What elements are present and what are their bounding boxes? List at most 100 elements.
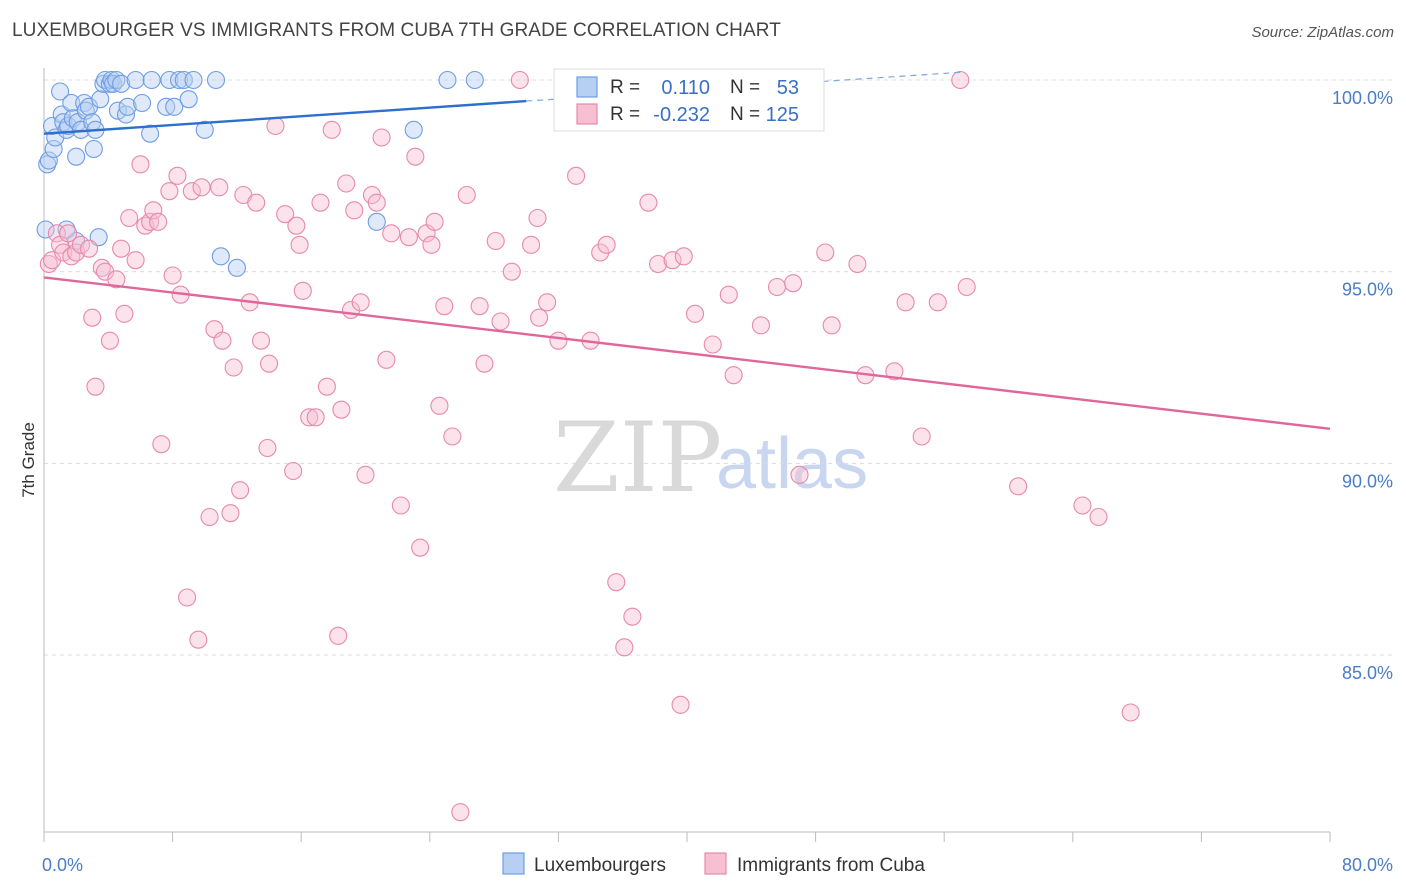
trend-lines xyxy=(43,71,1331,431)
point-cuba xyxy=(502,262,521,281)
y-tick-label: 100.0% xyxy=(1332,88,1393,108)
y-axis-label: 7th Grade xyxy=(19,422,38,498)
axes xyxy=(43,68,1331,842)
point-cuba xyxy=(149,212,168,231)
y-tick-labels: 100.0% 95.0% 90.0% 85.0% xyxy=(1332,88,1393,683)
point-cuba xyxy=(86,377,105,396)
point-cuba xyxy=(200,507,219,527)
point-cuba xyxy=(160,182,179,201)
point-luxembourgers xyxy=(142,70,161,90)
point-cuba xyxy=(671,695,690,714)
point-cuba xyxy=(422,235,441,254)
watermark-atlas: atlas xyxy=(716,424,868,504)
point-luxembourgers xyxy=(160,70,179,90)
point-luxembourgers xyxy=(206,70,226,90)
point-luxembourgers xyxy=(169,70,189,90)
point-cuba xyxy=(538,293,557,312)
point-cuba xyxy=(231,481,250,500)
stats-legend-box xyxy=(553,68,825,132)
point-luxembourgers xyxy=(184,70,203,90)
point-cuba xyxy=(457,185,476,205)
point-cuba xyxy=(79,239,99,258)
point-cuba xyxy=(293,281,312,300)
point-cuba xyxy=(59,224,78,243)
point-luxembourgers xyxy=(39,151,58,170)
r-value-1: -0.232 xyxy=(653,104,710,126)
series-immigrants-from-cuba xyxy=(39,70,1140,822)
point-cuba xyxy=(210,178,229,197)
point-cuba xyxy=(475,354,494,373)
stats-legend: R = 0.110 N = 53 R = -0.232 N = 125 xyxy=(553,68,825,132)
point-cuba xyxy=(317,377,336,396)
stats-swatch-luxembourgers xyxy=(576,76,598,98)
point-cuba xyxy=(1121,703,1140,722)
point-cuba xyxy=(451,803,470,822)
point-cuba xyxy=(767,277,787,297)
point-cuba xyxy=(221,504,240,523)
point-luxembourgers xyxy=(133,93,152,113)
point-cuba xyxy=(674,247,693,266)
point-cuba xyxy=(597,235,616,254)
point-cuba xyxy=(816,243,835,262)
watermark-zip: ZIP xyxy=(553,402,722,514)
point-cuba xyxy=(382,224,401,243)
point-cuba xyxy=(83,308,102,327)
point-luxembourgers xyxy=(211,247,230,266)
trend-line-cuba xyxy=(43,276,1331,431)
point-cuba xyxy=(470,297,489,316)
point-luxembourgers xyxy=(141,124,160,143)
point-cuba xyxy=(391,496,410,515)
x-tick-labels: 0.0% 80.0% xyxy=(42,855,1393,875)
point-cuba xyxy=(300,408,319,427)
point-cuba xyxy=(329,626,348,645)
point-cuba xyxy=(896,293,915,312)
point-luxembourgers xyxy=(36,220,55,239)
legend-swatch-cuba xyxy=(704,852,727,875)
point-cuba xyxy=(848,254,867,274)
stats-swatch-cuba xyxy=(576,103,598,125)
point-cuba xyxy=(290,235,309,254)
point-cuba xyxy=(443,427,462,446)
source-label: Source: ZipAtlas.com xyxy=(1251,24,1394,41)
point-cuba xyxy=(178,588,197,607)
point-cuba xyxy=(522,235,541,254)
point-cuba xyxy=(372,128,391,147)
point-luxembourgers xyxy=(367,212,386,231)
point-cuba xyxy=(311,193,330,212)
bottom-legend: Luxembourgers Immigrants from Cuba xyxy=(502,852,925,876)
point-cuba xyxy=(224,358,243,377)
x-tick-label: 80.0% xyxy=(1342,855,1393,875)
point-luxembourgers xyxy=(227,258,246,277)
n-value-0: 53 xyxy=(777,77,799,99)
point-luxembourgers xyxy=(51,82,70,101)
point-cuba xyxy=(131,155,150,174)
point-cuba xyxy=(306,408,325,427)
point-cuba xyxy=(549,331,568,350)
point-cuba xyxy=(1009,477,1028,496)
n-value-1: 125 xyxy=(766,104,799,126)
point-cuba xyxy=(885,362,904,381)
point-cuba xyxy=(213,331,232,350)
point-cuba xyxy=(411,538,430,557)
point-cuba xyxy=(168,166,187,185)
point-cuba xyxy=(435,297,454,316)
point-cuba xyxy=(247,193,266,212)
trend-line-luxembourgers xyxy=(43,99,527,135)
point-cuba xyxy=(259,354,279,373)
point-cuba xyxy=(115,304,134,323)
point-luxembourgers xyxy=(67,147,86,166)
point-cuba xyxy=(182,182,201,201)
y-tick-label: 90.0% xyxy=(1342,471,1393,491)
y-tick-label: 95.0% xyxy=(1342,280,1393,300)
point-cuba xyxy=(266,116,285,136)
point-cuba xyxy=(957,277,976,297)
point-cuba xyxy=(322,120,341,139)
point-cuba xyxy=(192,178,211,197)
point-cuba xyxy=(351,293,370,312)
point-cuba xyxy=(120,208,139,228)
r-value-0: 0.110 xyxy=(661,77,710,99)
legend-label-cuba: Immigrants from Cuba xyxy=(737,855,925,876)
point-cuba xyxy=(377,350,396,369)
point-luxembourgers xyxy=(44,139,63,159)
point-cuba xyxy=(107,270,126,289)
